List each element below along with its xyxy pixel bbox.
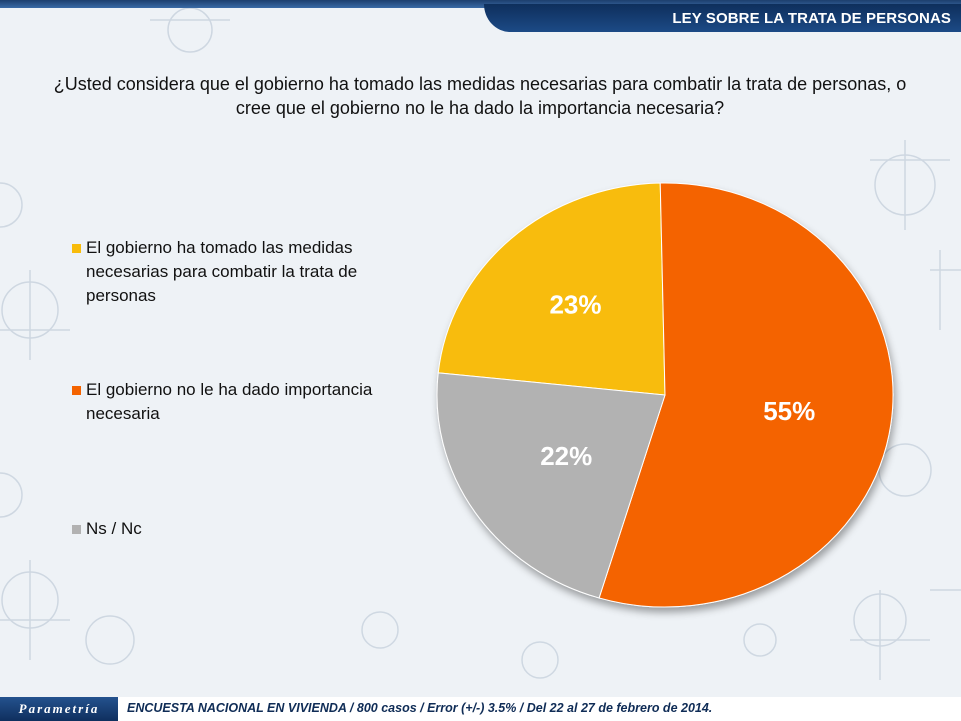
- top-bar: [0, 0, 961, 8]
- footer-logo: Parametría: [0, 697, 118, 721]
- pie-chart: 23% 55% 22%: [436, 182, 894, 608]
- pie-slice-importancia: [598, 182, 894, 608]
- legend-item-medidas: El gobierno ha tomado las medidas necesa…: [68, 236, 413, 308]
- legend-swatch-gray: [72, 525, 81, 534]
- pie-slice-ns-nc: [436, 372, 666, 599]
- pie-slice-medidas: [437, 182, 666, 396]
- legend-item-ns-nc: Ns / Nc: [68, 517, 413, 541]
- footer: Parametría ENCUESTA NACIONAL EN VIVIENDA…: [0, 697, 961, 721]
- legend-label: El gobierno ha tomado las medidas necesa…: [86, 238, 358, 305]
- pie-label-medidas: 23%: [549, 289, 601, 319]
- survey-question: ¿Usted considera que el gobierno ha toma…: [53, 74, 907, 118]
- header-title: LEY SOBRE LA TRATA DE PERSONAS: [672, 10, 951, 27]
- footer-survey-info: ENCUESTA NACIONAL EN VIVIENDA / 800 caso…: [127, 701, 713, 715]
- legend-label: El gobierno no le ha dado importancia ne…: [86, 380, 373, 423]
- legend-swatch-orange: [72, 386, 81, 395]
- pie-label-importancia: 55%: [763, 396, 815, 426]
- header-tab: LEY SOBRE LA TRATA DE PERSONAS: [484, 4, 961, 32]
- legend-label: Ns / Nc: [86, 519, 142, 538]
- legend-item-importancia: El gobierno no le ha dado importancia ne…: [68, 378, 413, 426]
- pie-label-ns-nc: 22%: [540, 441, 592, 471]
- legend-swatch-yellow: [72, 244, 81, 253]
